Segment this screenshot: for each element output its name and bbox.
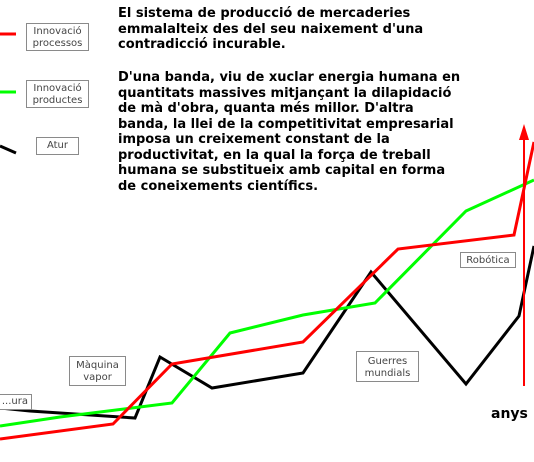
legend-label-atur: Atur xyxy=(36,137,79,155)
legend-swatch-black xyxy=(0,144,17,155)
event-label-guerres-mundials: Guerres mundials xyxy=(356,351,419,382)
axis-label-anys: anys xyxy=(491,406,528,422)
series-line-innovacio-productes xyxy=(0,178,534,428)
body-text: D'una banda, viu de xuclar energia human… xyxy=(118,70,461,194)
intro-text: El sistema de producció de mercaderies e… xyxy=(118,6,424,52)
legend-label-innovacio-processos: Innovació processos xyxy=(26,23,89,51)
series-line-atur xyxy=(0,245,534,420)
event-label-agricultura: ...ura xyxy=(0,394,32,410)
event-label-maquina-vapor: Màquina vapor xyxy=(69,356,126,386)
event-label-robotica: Robótica xyxy=(460,252,516,268)
series-line-innovacio-processos xyxy=(0,141,534,441)
legend-label-innovacio-productes: Innovació productes xyxy=(26,80,89,108)
present-marker-arrowhead xyxy=(519,124,529,140)
